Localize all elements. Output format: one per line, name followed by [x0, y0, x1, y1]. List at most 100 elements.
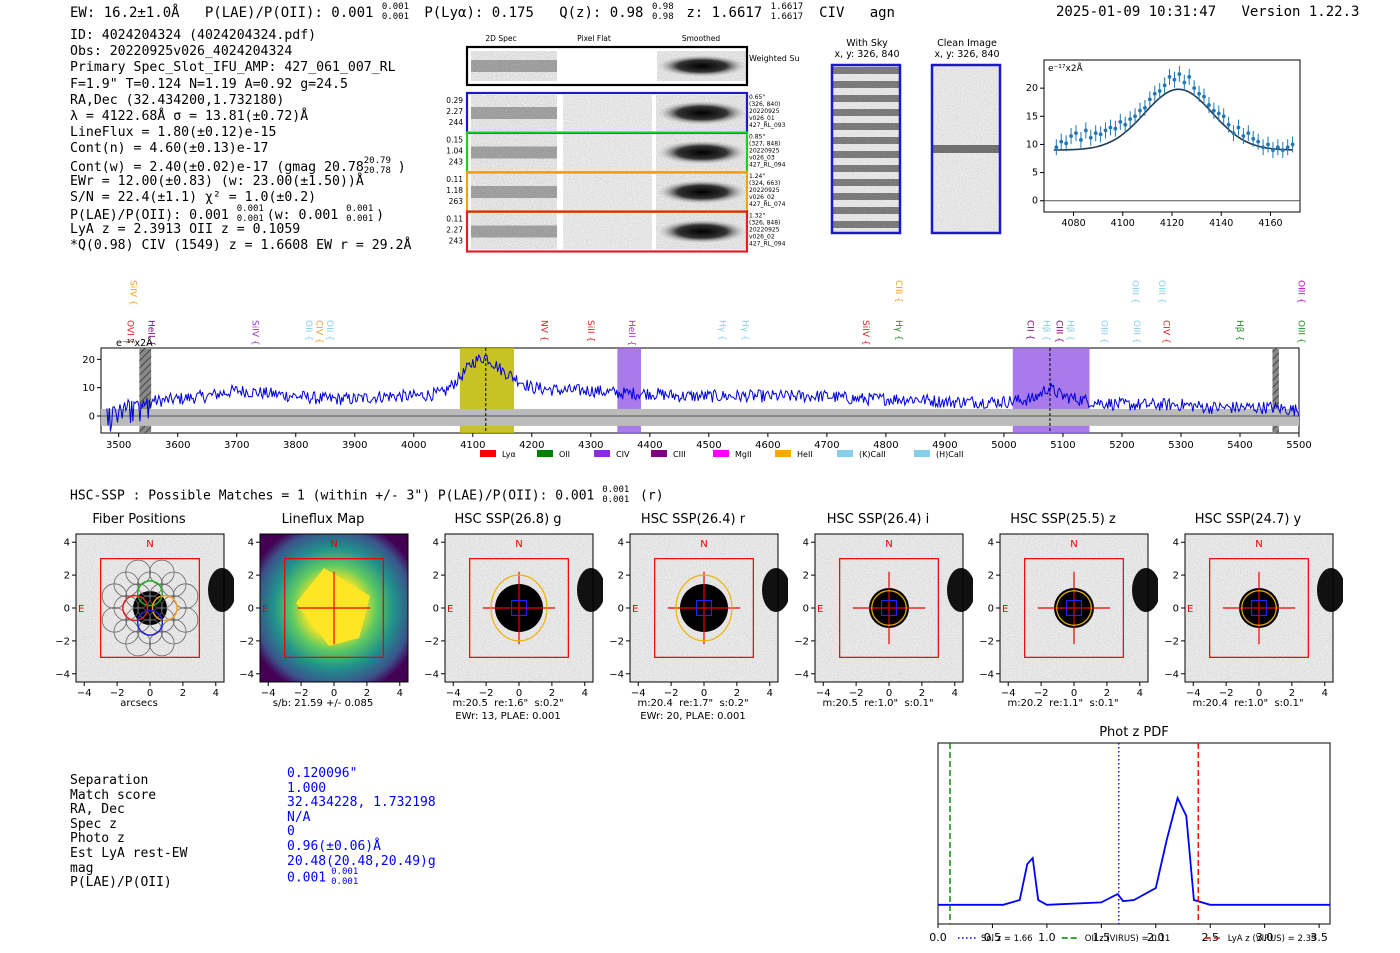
cutout-title: HSC SSP(26.4) r: [640, 512, 746, 527]
spectrum-xtick-label: 4800: [873, 440, 898, 451]
line-fit-frame: [1043, 59, 1301, 213]
cutout-inner-box: [1065, 599, 1082, 616]
spec2d-col-label-1: Pixel Flat: [577, 34, 611, 43]
spectrum-legend-item: MgII: [713, 450, 752, 459]
with-sky-xy: x, y: 326, 840: [834, 49, 900, 60]
info-contn: Cont(n) = 4.60(±0.13)e-17: [70, 141, 269, 157]
match-label: mag: [70, 860, 94, 876]
cutout-xtick-label: 4: [1137, 688, 1143, 699]
line-fit-point: [1216, 111, 1221, 116]
cutout-caption: m:20.4 re:1.0" s:0.1": [1192, 698, 1304, 709]
spectrum-xtick-label: 5000: [991, 440, 1016, 451]
cutout-east-label: E: [1187, 604, 1193, 615]
line-fit-point: [1261, 145, 1265, 150]
info-contw-hi: 20.79: [363, 155, 391, 166]
line-fit-point: [1226, 122, 1231, 127]
photz-pdf-chart: Phot z PDF 0.0 0.5 1.0 1.5 2.0 2.5 3.0 3.5 Sol …: [929, 725, 1331, 944]
spec2d-row-left-text: 2.27: [446, 107, 463, 116]
cutout-aperture-box: [469, 558, 569, 658]
line-fit-point: [1098, 132, 1103, 137]
fiber-circle: [160, 595, 187, 621]
info-plae-lo: 0.001: [236, 214, 264, 225]
cutout-xtick-label: 0: [701, 688, 707, 699]
line-fit-chart: e⁻¹⁷x2Å 4080 4100 4120 4140 4160 0 5 10 15 20: [1026, 59, 1301, 229]
cutout-inner-box: [1250, 599, 1267, 616]
spectrum-line-label: Hγ {: [717, 320, 727, 341]
cutout-xtick-label: −4: [261, 688, 276, 699]
cutout-xtick-label: −4: [1001, 688, 1016, 699]
fiber-circle: [125, 583, 151, 609]
spectrum-xtick-label: 3700: [224, 440, 249, 451]
cutout-xtick-label: 2: [734, 688, 740, 699]
spectrum-legend-label: Lyα: [502, 450, 516, 459]
spectrum-legend-item: Lyα: [480, 450, 516, 459]
cutout-ytick-label: −4: [55, 669, 70, 680]
with-sky-label: With Sky: [846, 38, 888, 49]
line-fit-point: [1064, 141, 1069, 146]
fiber-circle: [149, 559, 175, 586]
cutout-ytick-label: −2: [239, 636, 254, 647]
info-lya-z: LyA z = 2.3913 OII z = 0.1059: [70, 222, 301, 238]
fiber-circle: [101, 583, 128, 609]
cutout-image: N E −4 −4 −2 −2 0 0 2 2 4 4: [424, 533, 603, 699]
match-label: Photo z: [70, 831, 125, 847]
cutout-ytick-label: 2: [1173, 571, 1179, 582]
cutout-ytick-label: 4: [803, 538, 809, 549]
spec2d-row-left-text: 0.11: [446, 215, 463, 224]
spec2d-row: 0.11 2.27 243 1.32"(326, 848)20220925v026_0…: [446, 210, 786, 253]
info-obs: Obs: 20220925v026_4024204324: [70, 44, 293, 60]
hsc-title: HSC-SSP : Possible Matches = 1 (within +…: [70, 488, 595, 504]
header-qz-hi: 0.98: [651, 2, 674, 12]
cutout-ellipse: [1056, 590, 1092, 626]
fiber-circle: [137, 595, 163, 621]
cutout-caption: arcsecs: [120, 698, 158, 709]
cutout-caption: EWr: 20, PLAE: 0.001: [640, 711, 746, 722]
match-label: Est LyA rest-EW: [70, 845, 188, 861]
spec2d-row-right-text: 20220925: [749, 187, 780, 194]
spectrum-legend-swatch: [837, 450, 853, 457]
line-fit-xtick-label: 4120: [1160, 218, 1184, 229]
cutout-ytick-label: 2: [803, 571, 809, 582]
line-fit-point: [1172, 77, 1177, 82]
cutout-aperture-box: [100, 558, 200, 658]
spectrum-error-band: [101, 408, 1299, 426]
header-z: z: 1.6617: [686, 5, 763, 21]
header-ew: EW: 16.2±1.0Å: [70, 5, 180, 21]
photz-legend-label: Sol z = 1.66: [981, 934, 1033, 944]
spectrum-masked-region: [139, 348, 152, 433]
cutout-xtick-label: 4: [397, 688, 403, 699]
cutout-inner-box: [880, 599, 897, 616]
cutout-ytick-label: 2: [248, 571, 254, 582]
cutout-xtick-label: 0: [1071, 688, 1077, 699]
fiber-circle: [160, 618, 187, 645]
photz-legend-item: LyA z (VIRUS) = 2.39: [1204, 934, 1316, 944]
spectrum-line-label: Hγ {: [893, 320, 903, 341]
info-ewr: EWr = 12.00(±0.83) (w: 23.00(±1.50))Å: [70, 173, 364, 189]
spectrum-legend-swatch: [480, 450, 496, 457]
spectrum-legend-label: MgII: [735, 450, 752, 459]
cutout-xtick-label: 4: [213, 688, 219, 699]
spectrum-legend-label: (K)CaII: [859, 450, 886, 459]
header-plae-hi: 0.001: [381, 2, 409, 12]
spectrum-line-label: Hγ {: [740, 320, 750, 341]
spec2d-row-left-text: 243: [449, 237, 464, 246]
spectrum-line-label: OIII {: [1130, 280, 1140, 304]
cutout-xtick-label: −4: [446, 688, 461, 699]
spectrum-xtick-label: 4400: [637, 440, 662, 451]
line-fit-point: [1236, 125, 1241, 130]
cutout-north-label: N: [146, 539, 153, 550]
cutout-neighbor: [577, 568, 603, 612]
info-id: ID: 4024204324 (4024204324.pdf): [70, 28, 317, 43]
cutout-caption: m:20.5 re:1.0" s:0.1": [822, 698, 934, 709]
photz-xtick-label: 3.5: [1310, 931, 1328, 944]
spectrum-legend-item: CIII: [651, 450, 686, 459]
cutout-ytick-label: −2: [794, 636, 809, 647]
fiber-circle: [125, 630, 151, 657]
photz-xtick-label: 0.5: [984, 931, 1002, 944]
info-plae-hi: 0.001: [236, 204, 264, 215]
fiber-circle: [149, 583, 175, 609]
spectrum-line-label: CII {: [1025, 320, 1035, 340]
line-fit-point: [1162, 83, 1167, 88]
spectrum-xtick-label: 3500: [106, 440, 131, 451]
hsc-title-end: (r): [640, 488, 664, 504]
